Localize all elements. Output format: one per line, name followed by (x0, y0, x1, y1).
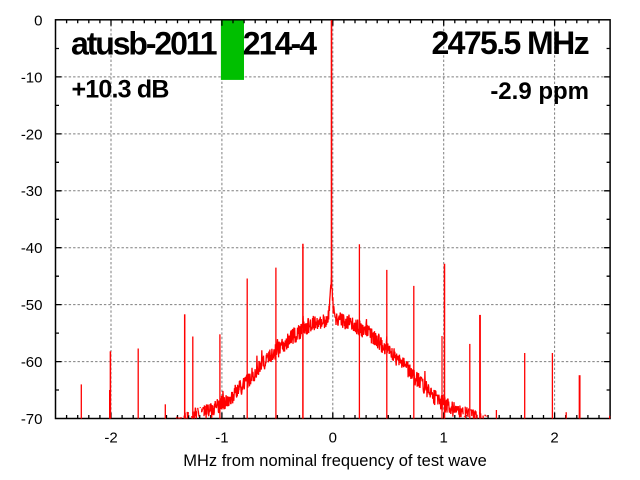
svg-text:-2.9 ppm: -2.9 ppm (490, 78, 589, 105)
svg-text:-1: -1 (215, 430, 228, 447)
svg-text:-30: -30 (21, 183, 43, 200)
svg-text:-40: -40 (21, 240, 43, 257)
svg-text:214-4: 214-4 (243, 26, 317, 62)
svg-text:MHz from nominal frequency of: MHz from nominal frequency of test wave (183, 452, 487, 470)
svg-text:-50: -50 (21, 297, 43, 314)
svg-text:-70: -70 (21, 411, 43, 428)
svg-text:-20: -20 (21, 126, 43, 143)
svg-text:+10.3 dB: +10.3 dB (72, 76, 169, 104)
svg-text:-10: -10 (21, 69, 43, 86)
svg-text:atusb-2011: atusb-2011 (71, 26, 217, 62)
svg-text:0: 0 (329, 430, 337, 447)
svg-text:2475.5 MHz: 2475.5 MHz (431, 25, 588, 61)
svg-text:0: 0 (34, 12, 42, 29)
svg-text:-60: -60 (21, 354, 43, 371)
svg-text:2: 2 (550, 430, 558, 447)
svg-text:1: 1 (440, 430, 448, 447)
svg-text:-2: -2 (104, 430, 117, 447)
